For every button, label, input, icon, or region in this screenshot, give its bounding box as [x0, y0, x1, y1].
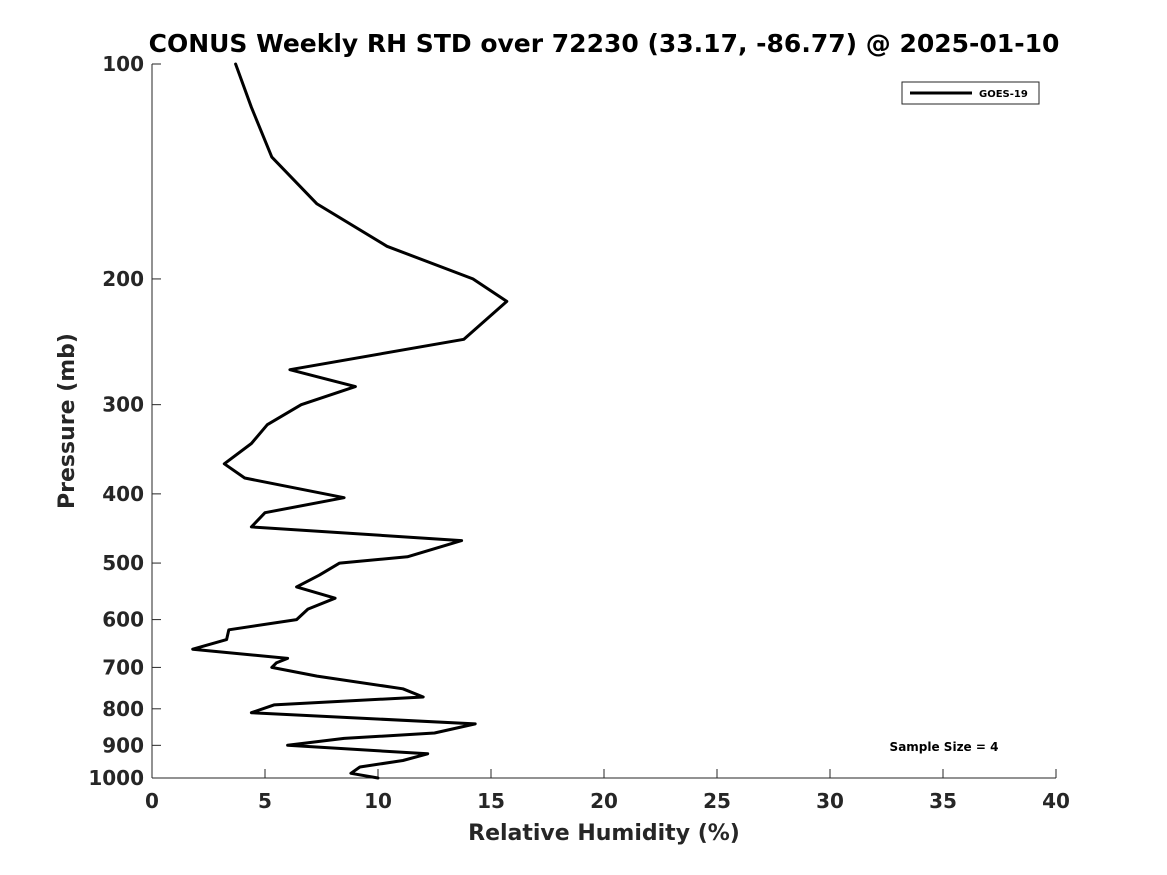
y-tick-label: 800	[102, 697, 144, 721]
x-tick-label: 10	[364, 789, 392, 813]
y-tick-label: 100	[102, 52, 144, 76]
x-tick-label: 20	[590, 789, 618, 813]
legend-entry-goes-19: GOES-19	[979, 89, 1028, 100]
x-tick-label: 15	[477, 789, 505, 813]
y-tick-label: 1000	[88, 766, 144, 790]
chart-title: CONUS Weekly RH STD over 72230 (33.17, -…	[149, 29, 1060, 58]
x-tick-label: 40	[1042, 789, 1070, 813]
y-tick-label: 900	[102, 733, 144, 757]
y-tick-label: 600	[102, 608, 144, 632]
series-line-goes-19	[191, 62, 509, 780]
y-tick-label: 200	[102, 267, 144, 291]
x-ticks: 0 5 10 15 20 25 30 35 40	[145, 769, 1070, 813]
y-tick-label: 300	[102, 393, 144, 417]
y-tick-label: 500	[102, 551, 144, 575]
x-tick-label: 5	[258, 789, 272, 813]
x-tick-label: 35	[929, 789, 957, 813]
y-ticks: 100 200 300 400 500 600 700 800 900 1000	[88, 52, 161, 790]
y-axis-label: Pressure (mb)	[55, 333, 80, 509]
x-tick-label: 30	[816, 789, 844, 813]
y-tick-label: 400	[102, 482, 144, 506]
x-tick-label: 0	[145, 789, 159, 813]
sample-size-annotation: Sample Size = 4	[890, 740, 999, 754]
legend: GOES-19	[901, 81, 1040, 105]
y-tick-label: 700	[102, 655, 144, 679]
x-tick-label: 25	[703, 789, 731, 813]
x-axis-label: Relative Humidity (%)	[468, 821, 740, 846]
